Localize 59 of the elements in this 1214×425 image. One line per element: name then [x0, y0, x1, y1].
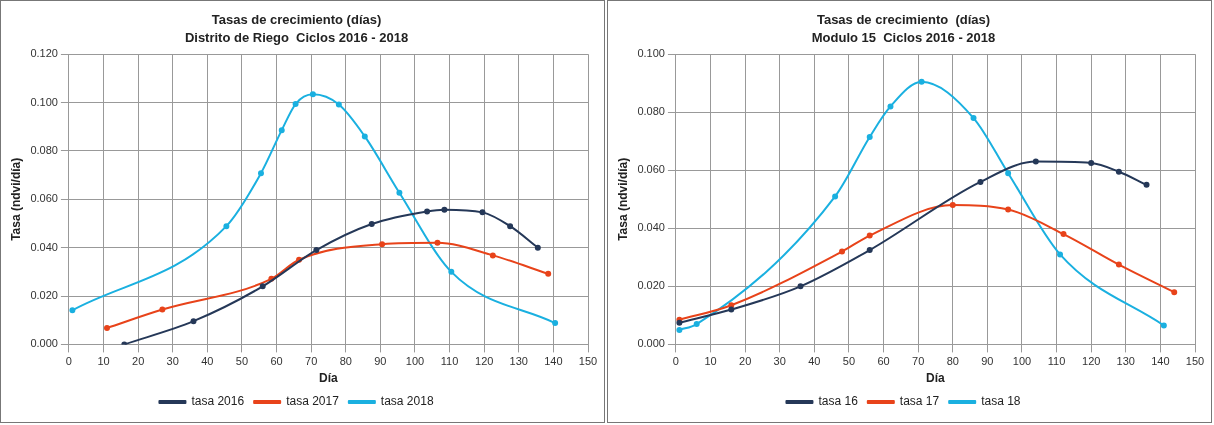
x-tick-label: 120	[1082, 355, 1101, 368]
x-tick-label: 110	[440, 355, 459, 368]
y-tick-label: 0.080	[30, 143, 58, 156]
y-tick-label: 0.080	[637, 105, 665, 118]
x-tick-label: 20	[132, 355, 145, 368]
x-tick-label: 60	[877, 355, 890, 368]
y-tick-label: 0.000	[30, 337, 58, 350]
y-tick-label: 0.100	[30, 95, 58, 108]
legend-label: tasa 17	[899, 394, 940, 409]
x-tick-label: 110	[1047, 355, 1066, 368]
x-tick-label: 100	[1012, 355, 1032, 368]
x-tick-label: 120	[475, 355, 494, 368]
chart-subtitle: Distrito de Riego Ciclos 2016 - 2018	[184, 29, 409, 45]
x-tick-label: 70	[305, 355, 318, 368]
x-tick-label: 80	[339, 355, 352, 368]
y-tick-label: 0.060	[637, 163, 665, 176]
legend-label: tasa 2016	[191, 394, 245, 409]
x-tick-label: 0	[672, 355, 679, 368]
y-tick-label: 0.000	[637, 337, 665, 350]
y-tick-label: 0.040	[637, 221, 665, 234]
y-axis-title: Tasa (ndvi/día)	[615, 157, 630, 241]
x-tick-label: 130	[509, 355, 528, 368]
x-tick-label: 140	[544, 355, 563, 368]
x-tick-label: 60	[270, 355, 283, 368]
x-tick-label: 10	[704, 355, 717, 368]
x-tick-label: 30	[773, 355, 786, 368]
x-tick-label: 90	[374, 355, 387, 368]
x-tick-label: 90	[981, 355, 994, 368]
legend-label: tasa 18	[981, 394, 1021, 409]
chart-title: Tasas de crecimiento (días)	[211, 12, 382, 28]
x-tick-label: 80	[946, 355, 959, 368]
x-tick-label: 50	[842, 355, 856, 368]
x-tick-label: 40	[201, 355, 214, 368]
x-tick-label: 20	[739, 355, 752, 368]
y-tick-label: 0.020	[30, 289, 58, 302]
y-tick-label: 0.060	[30, 192, 58, 205]
x-tick-label: 140	[1151, 355, 1170, 368]
x-axis-title: Día	[319, 371, 339, 386]
x-tick-label: 10	[97, 355, 110, 368]
y-tick-label: 0.100	[637, 47, 665, 60]
y-tick-label: 0.040	[30, 240, 58, 253]
legend-label: tasa 16	[818, 394, 859, 409]
x-tick-label: 100	[405, 355, 425, 368]
x-tick-label: 150	[1185, 355, 1205, 368]
y-tick-label: 0.120	[30, 47, 58, 60]
x-tick-label: 30	[166, 355, 179, 368]
legend-label: tasa 2017	[286, 394, 340, 409]
legend-label: tasa 2018	[380, 394, 434, 409]
x-tick-label: 70	[912, 355, 925, 368]
chart-subtitle: Modulo 15 Ciclos 2016 - 2018	[811, 29, 996, 45]
x-tick-label: 40	[808, 355, 821, 368]
y-axis-title: Tasa (ndvi/día)	[8, 157, 23, 241]
x-tick-label: 150	[578, 355, 598, 368]
x-tick-label: 50	[235, 355, 249, 368]
x-tick-label: 0	[65, 355, 72, 368]
x-tick-label: 130	[1116, 355, 1135, 368]
x-axis-title: Día	[926, 371, 946, 386]
y-tick-label: 0.020	[637, 279, 665, 292]
chart-title: Tasas de crecimiento (días)	[816, 12, 991, 28]
